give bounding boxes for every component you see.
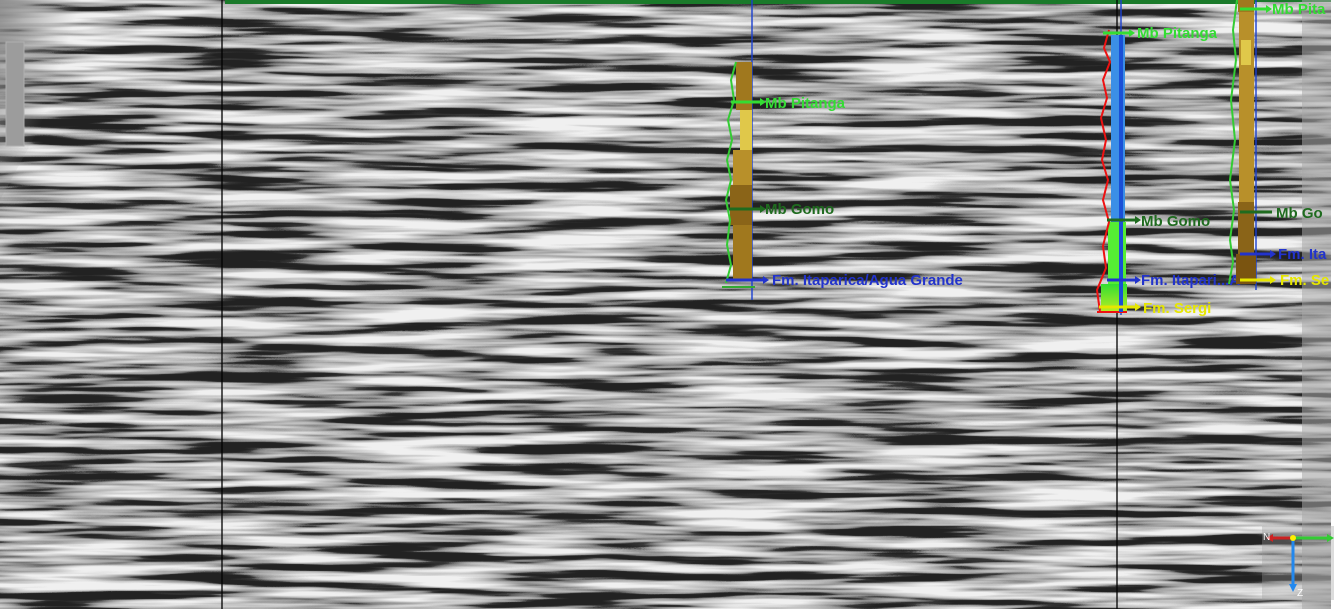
well-3-marker-3: Fm. Se	[1240, 272, 1329, 289]
well-1-marker-1: Mb Gomo	[729, 201, 834, 218]
well-3-marker-2: Fm. Ita	[1240, 246, 1327, 263]
well-1-marker-2: Fm. Itaparica/Agua Grande	[722, 272, 963, 289]
well-2-marker-3: Fm. Sergi	[1099, 300, 1211, 317]
well-2-marker-label-3: Fm. Sergi	[1143, 300, 1211, 317]
well-3-marker-1: Mb Go	[1240, 205, 1323, 222]
well-3-marker-label-2: Fm. Ita	[1278, 246, 1327, 263]
well-3-log	[1228, 0, 1256, 285]
well-3: Mb Pita Mb Go Fm. Ita Fm. Se	[1228, 0, 1329, 290]
axis-label-vertical: Z	[1297, 588, 1303, 599]
well-1: Mb Pitanga Mb Gomo Fm. Itaparica/Agua Gr…	[722, 0, 963, 300]
axis-label-horizontal: N	[1263, 532, 1270, 543]
well-2-marker-0: Mb Pitanga	[1103, 25, 1218, 42]
well-2-log	[1095, 29, 1127, 313]
well-1-log	[724, 61, 752, 284]
orientation-axes-icon: N Z	[1262, 526, 1334, 600]
mute-zone	[0, 0, 110, 200]
well-2-marker-label-2: Fm. Itapari...A	[1141, 272, 1240, 289]
well-2-marker-label-0: Mb Pitanga	[1137, 25, 1218, 42]
well-3-marker-label-1: Mb Go	[1276, 205, 1323, 222]
edge-strip-white	[1331, 0, 1339, 609]
well-3-marker-0: Mb Pita	[1240, 1, 1326, 18]
well-1-marker-label-0: Mb Pitanga	[765, 95, 846, 112]
well-2-marker-2: Fm. Itapari...A	[1107, 272, 1240, 289]
well-2: Mb Pitanga Mb Gomo Fm. Itapari...A Fm. S…	[1095, 0, 1240, 317]
well-1-marker-0: Mb Pitanga	[731, 95, 846, 112]
top-border	[225, 0, 1255, 4]
mute-panel	[5, 41, 25, 147]
well-3-marker-label-0: Mb Pita	[1272, 1, 1326, 18]
well-2-marker-1: Mb Gomo	[1107, 213, 1210, 230]
well-1-marker-label-2: Fm. Itaparica/Agua Grande	[772, 272, 963, 289]
well-3-marker-label-3: Fm. Se	[1280, 272, 1329, 289]
well-2-marker-label-1: Mb Gomo	[1141, 213, 1210, 230]
well-1-marker-label-1: Mb Gomo	[765, 201, 834, 218]
